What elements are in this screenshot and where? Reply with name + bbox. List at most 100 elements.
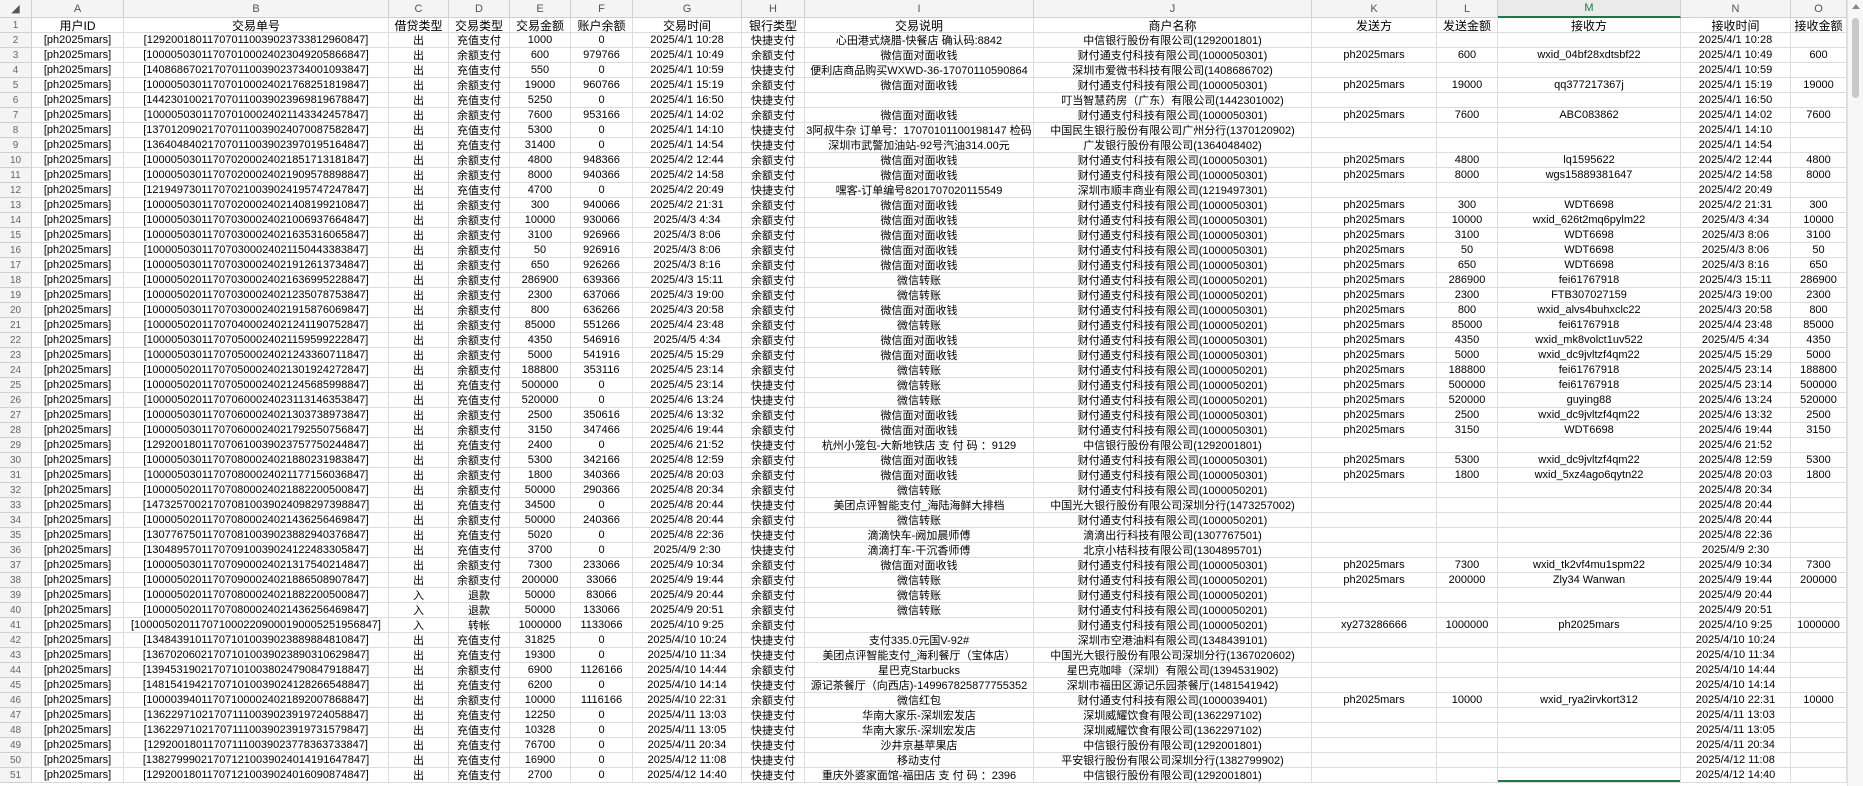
cell-J[interactable]: 星巴克咖啡（深圳）有限公司(1394531902) (1034, 663, 1312, 678)
cell-F[interactable]: 0 (571, 138, 633, 153)
cell-A[interactable]: [ph2025mars] (32, 588, 124, 603)
cell-K[interactable]: ph2025mars (1312, 348, 1437, 363)
cell-D[interactable]: 充值支付 (449, 753, 510, 768)
cell-C[interactable]: 出 (389, 753, 449, 768)
cell-K[interactable] (1312, 603, 1437, 618)
scrollbar-thumb[interactable] (1852, 18, 1859, 98)
cell-N[interactable]: 2025/4/4 23:48 (1681, 318, 1791, 333)
cell-C[interactable]: 出 (389, 273, 449, 288)
cell-O[interactable] (1791, 483, 1847, 498)
cell-J[interactable]: 财付通支付科技有限公司(1000050301) (1034, 168, 1312, 183)
cell-C[interactable]: 出 (389, 303, 449, 318)
cell-A[interactable]: [ph2025mars] (32, 213, 124, 228)
cell-M[interactable]: wxid_626t2mq6pylm22 (1498, 213, 1681, 228)
cell-G[interactable]: 2025/4/10 10:24 (633, 633, 742, 648)
row-number[interactable]: 7 (0, 108, 32, 123)
cell-K[interactable]: ph2025mars (1312, 468, 1437, 483)
cell-M[interactable]: Zly34 Wanwan (1498, 573, 1681, 588)
cell-C[interactable]: 出 (389, 633, 449, 648)
cell-D[interactable]: 充值支付 (449, 378, 510, 393)
cell-J[interactable]: 财付通支付科技有限公司(1000039401) (1034, 693, 1312, 708)
cell-D[interactable]: 余额支付 (449, 228, 510, 243)
cell-N[interactable]: 2025/4/8 20:44 (1681, 498, 1791, 513)
row-number[interactable]: 16 (0, 243, 32, 258)
cell-B[interactable]: [129200180117070110039023733812960847] (124, 33, 389, 48)
cell-K[interactable] (1312, 648, 1437, 663)
cell-B[interactable]: [130489570117070910039024122483305847] (124, 543, 389, 558)
cell-J[interactable]: 财付通支付科技有限公司(1000050201) (1034, 273, 1312, 288)
cell-C[interactable]: 出 (389, 768, 449, 783)
cell-L[interactable]: 1800 (1437, 468, 1498, 483)
row-number[interactable]: 40 (0, 603, 32, 618)
cell-B[interactable]: [144230100217070110039023969819678847] (124, 93, 389, 108)
cell-A[interactable]: [ph2025mars] (32, 723, 124, 738)
cell-L[interactable]: 8000 (1437, 168, 1498, 183)
cell-J[interactable]: 财付通支付科技有限公司(1000050301) (1034, 198, 1312, 213)
header-cell-D[interactable]: 交易类型 (449, 18, 510, 33)
cell-N[interactable]: 2025/4/11 20:34 (1681, 738, 1791, 753)
cell-O[interactable]: 200000 (1791, 573, 1847, 588)
cell-A[interactable]: [ph2025mars] (32, 288, 124, 303)
cell-D[interactable]: 充值支付 (449, 63, 510, 78)
cell-K[interactable] (1312, 678, 1437, 693)
cell-H[interactable]: 余额支付 (742, 273, 805, 288)
row-number[interactable]: 23 (0, 348, 32, 363)
cell-F[interactable]: 0 (571, 183, 633, 198)
cell-H[interactable]: 余额支付 (742, 348, 805, 363)
cell-O[interactable]: 3100 (1791, 228, 1847, 243)
cell-B[interactable]: [100005020117071000220900019000525195684… (124, 618, 389, 633)
cell-N[interactable]: 2025/4/10 9:25 (1681, 618, 1791, 633)
cell-F[interactable]: 1133066 (571, 618, 633, 633)
header-cell-O[interactable]: 接收金额 (1791, 18, 1847, 33)
cell-L[interactable] (1437, 738, 1498, 753)
cell-B[interactable]: [100005020117070400024021241190752847] (124, 318, 389, 333)
cell-H[interactable]: 余额支付 (742, 588, 805, 603)
cell-C[interactable]: 出 (389, 363, 449, 378)
cell-H[interactable]: 快捷支付 (742, 378, 805, 393)
cell-K[interactable] (1312, 708, 1437, 723)
cell-C[interactable]: 出 (389, 648, 449, 663)
cell-F[interactable]: 0 (571, 543, 633, 558)
cell-D[interactable]: 余额支付 (449, 318, 510, 333)
cell-O[interactable] (1791, 513, 1847, 528)
cell-M[interactable]: ABC083862 (1498, 108, 1681, 123)
cell-E[interactable]: 800 (510, 303, 571, 318)
cell-D[interactable]: 退款 (449, 603, 510, 618)
row-number[interactable]: 26 (0, 393, 32, 408)
cell-I[interactable]: 微信转账 (805, 273, 1034, 288)
cell-N[interactable]: 2025/4/3 4:34 (1681, 213, 1791, 228)
cell-H[interactable]: 余额支付 (742, 663, 805, 678)
cell-A[interactable]: [ph2025mars] (32, 738, 124, 753)
cell-N[interactable]: 2025/4/6 13:24 (1681, 393, 1791, 408)
header-cell-G[interactable]: 交易时间 (633, 18, 742, 33)
cell-O[interactable]: 5000 (1791, 348, 1847, 363)
cell-N[interactable]: 2025/4/11 13:03 (1681, 708, 1791, 723)
cell-M[interactable] (1498, 483, 1681, 498)
cell-H[interactable]: 余额支付 (742, 258, 805, 273)
cell-I[interactable]: 微信转账 (805, 483, 1034, 498)
cell-I[interactable]: 微信转账 (805, 603, 1034, 618)
cell-D[interactable]: 充值支付 (449, 708, 510, 723)
cell-E[interactable]: 50000 (510, 513, 571, 528)
cell-L[interactable]: 286900 (1437, 273, 1498, 288)
cell-E[interactable]: 1000000 (510, 618, 571, 633)
cell-G[interactable]: 2025/4/2 21:31 (633, 198, 742, 213)
cell-L[interactable] (1437, 678, 1498, 693)
cell-H[interactable]: 余额支付 (742, 483, 805, 498)
cell-F[interactable]: 0 (571, 723, 633, 738)
cell-H[interactable]: 余额支付 (742, 453, 805, 468)
cell-L[interactable]: 10000 (1437, 213, 1498, 228)
cell-B[interactable]: [130776750117070810039023882940376847] (124, 528, 389, 543)
cell-O[interactable]: 7600 (1791, 108, 1847, 123)
cell-L[interactable] (1437, 498, 1498, 513)
cell-D[interactable]: 充值支付 (449, 723, 510, 738)
cell-C[interactable]: 出 (389, 108, 449, 123)
row-number[interactable]: 3 (0, 48, 32, 63)
cell-I[interactable]: 微信面对面收钱 (805, 153, 1034, 168)
cell-M[interactable]: wxid_dc9jvltzf4qm22 (1498, 453, 1681, 468)
cell-H[interactable]: 快捷支付 (742, 138, 805, 153)
cell-C[interactable]: 出 (389, 498, 449, 513)
cell-G[interactable]: 2025/4/4 23:48 (633, 318, 742, 333)
cell-C[interactable]: 出 (389, 453, 449, 468)
cell-J[interactable]: 财付通支付科技有限公司(1000050201) (1034, 513, 1312, 528)
